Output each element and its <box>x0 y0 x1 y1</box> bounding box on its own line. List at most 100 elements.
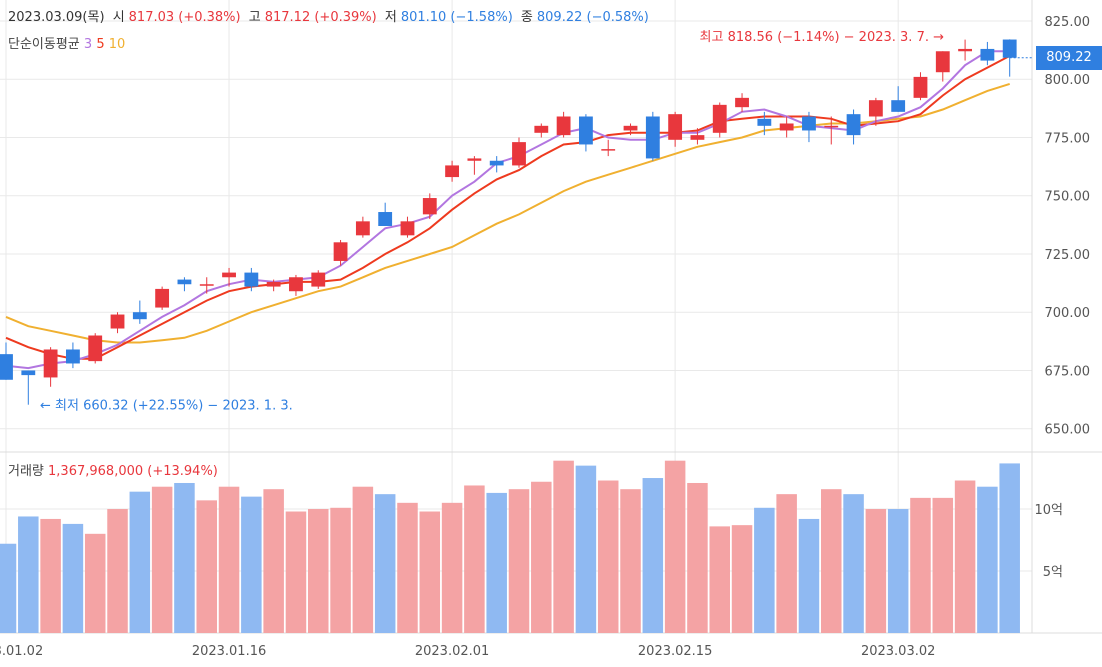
volume-tick-label: 5억 <box>1043 565 1063 580</box>
ohlc-header: 2023.03.09(목) 시 817.03 (+0.38%) 고 817.12 (… <box>8 6 653 25</box>
candle-body <box>802 116 816 131</box>
ma-legend[interactable]: 단순이동평균 3 5 10 <box>8 33 125 52</box>
volume-bar <box>18 516 39 633</box>
candle-body <box>690 135 705 140</box>
candle-body <box>868 100 883 117</box>
volume-bar <box>642 478 664 633</box>
low-label: 저 <box>384 10 397 25</box>
candle-body <box>556 116 571 136</box>
volume-bar <box>977 486 998 633</box>
volume-bar <box>575 465 597 633</box>
volume-bar <box>241 496 262 633</box>
volume-bar <box>508 489 530 633</box>
candle-body <box>422 198 437 215</box>
candle-body <box>623 125 638 131</box>
volume-tick-label: 10억 <box>1034 503 1063 518</box>
candle-body <box>199 284 214 286</box>
candle-body <box>1002 39 1017 58</box>
price-tick-label: 750.00 <box>1045 190 1091 205</box>
candle-body <box>266 281 281 287</box>
candle-body <box>132 312 147 320</box>
ma10-legend: 10 <box>108 37 126 52</box>
volume-bar <box>932 497 954 633</box>
volume-bar <box>308 509 329 633</box>
volume-bar <box>531 481 552 633</box>
open-label: 시 <box>112 10 125 25</box>
candle-body <box>980 48 995 61</box>
volume-bar <box>441 502 463 633</box>
candle-body <box>489 160 504 166</box>
volume-bar <box>731 525 753 633</box>
ma10-line <box>5 82 1010 344</box>
candle-body <box>512 142 526 166</box>
volume-bar <box>464 485 485 633</box>
candle-body <box>891 100 906 112</box>
price-tick-label: 800.00 <box>1045 73 1091 88</box>
volume-bar <box>597 480 619 633</box>
candle-body <box>244 272 259 287</box>
price-tick-label: 650.00 <box>1045 423 1091 438</box>
open-value: 817.03 (+0.38%) <box>128 10 241 25</box>
current-price-tag: 809.22 <box>1036 45 1102 70</box>
volume-bar <box>218 486 240 633</box>
candle-body <box>757 118 772 126</box>
candle-body <box>935 51 950 73</box>
high-value: 817.12 (+0.39%) <box>264 10 377 25</box>
volume-bar <box>954 480 976 633</box>
candle-body <box>846 114 861 136</box>
date-tick-label: 2023.01.16 <box>192 644 266 659</box>
volume-bar <box>330 507 351 633</box>
volume-bar <box>709 526 730 633</box>
candle-body <box>645 116 660 159</box>
ma5-line <box>5 55 1011 360</box>
candle-body <box>65 349 80 364</box>
candle-body <box>601 149 616 151</box>
ma3-line <box>5 50 1010 370</box>
volume-bar <box>776 494 797 633</box>
candle-body <box>110 314 125 329</box>
volume-bar <box>419 511 441 633</box>
volume-bar <box>754 507 775 633</box>
volume-bar <box>374 494 396 633</box>
ma-legend-label: 단순이동평균 <box>8 37 80 52</box>
candle-body <box>333 242 348 261</box>
low-value: 801.10 (−1.58%) <box>400 10 513 25</box>
volume-bar <box>843 494 864 633</box>
volume-bar <box>352 486 374 633</box>
candle-body <box>735 97 749 108</box>
volume-bar <box>263 489 284 633</box>
volume-bar <box>687 482 708 633</box>
volume-legend: 거래량 1,367,968,000 (+13.94%) <box>8 460 218 479</box>
date-tick-label: 2023.01.02 <box>0 644 43 659</box>
volume-bar <box>107 509 128 633</box>
candle-body <box>88 335 103 362</box>
close-label: 종 <box>520 10 533 25</box>
volume-bar <box>999 463 1020 633</box>
candle-body <box>222 272 236 278</box>
volume-bar <box>129 491 151 633</box>
ma5-legend: 5 <box>96 37 105 52</box>
candle-body <box>779 123 794 131</box>
candle-body <box>578 116 593 145</box>
candle-body <box>355 221 370 236</box>
volume-bar <box>196 500 217 633</box>
volume-bar <box>821 489 842 633</box>
volume-bar <box>664 460 686 633</box>
date-tick-label: 2023.03.02 <box>861 644 935 659</box>
volume-bar <box>620 489 641 633</box>
volume-bar <box>174 482 195 633</box>
volume-bar <box>40 518 61 633</box>
volume-bar <box>84 533 106 633</box>
high-label: 고 <box>248 10 261 25</box>
candle-body <box>177 279 192 285</box>
candle-body <box>534 125 549 133</box>
volume-bar <box>285 511 307 633</box>
candle-body <box>668 114 683 140</box>
volume-bar <box>798 518 820 633</box>
price-tick-label: 700.00 <box>1045 306 1091 321</box>
date-tick-label: 2023.02.01 <box>415 644 489 659</box>
volume-bar <box>486 492 507 633</box>
volume-bar <box>910 497 931 633</box>
